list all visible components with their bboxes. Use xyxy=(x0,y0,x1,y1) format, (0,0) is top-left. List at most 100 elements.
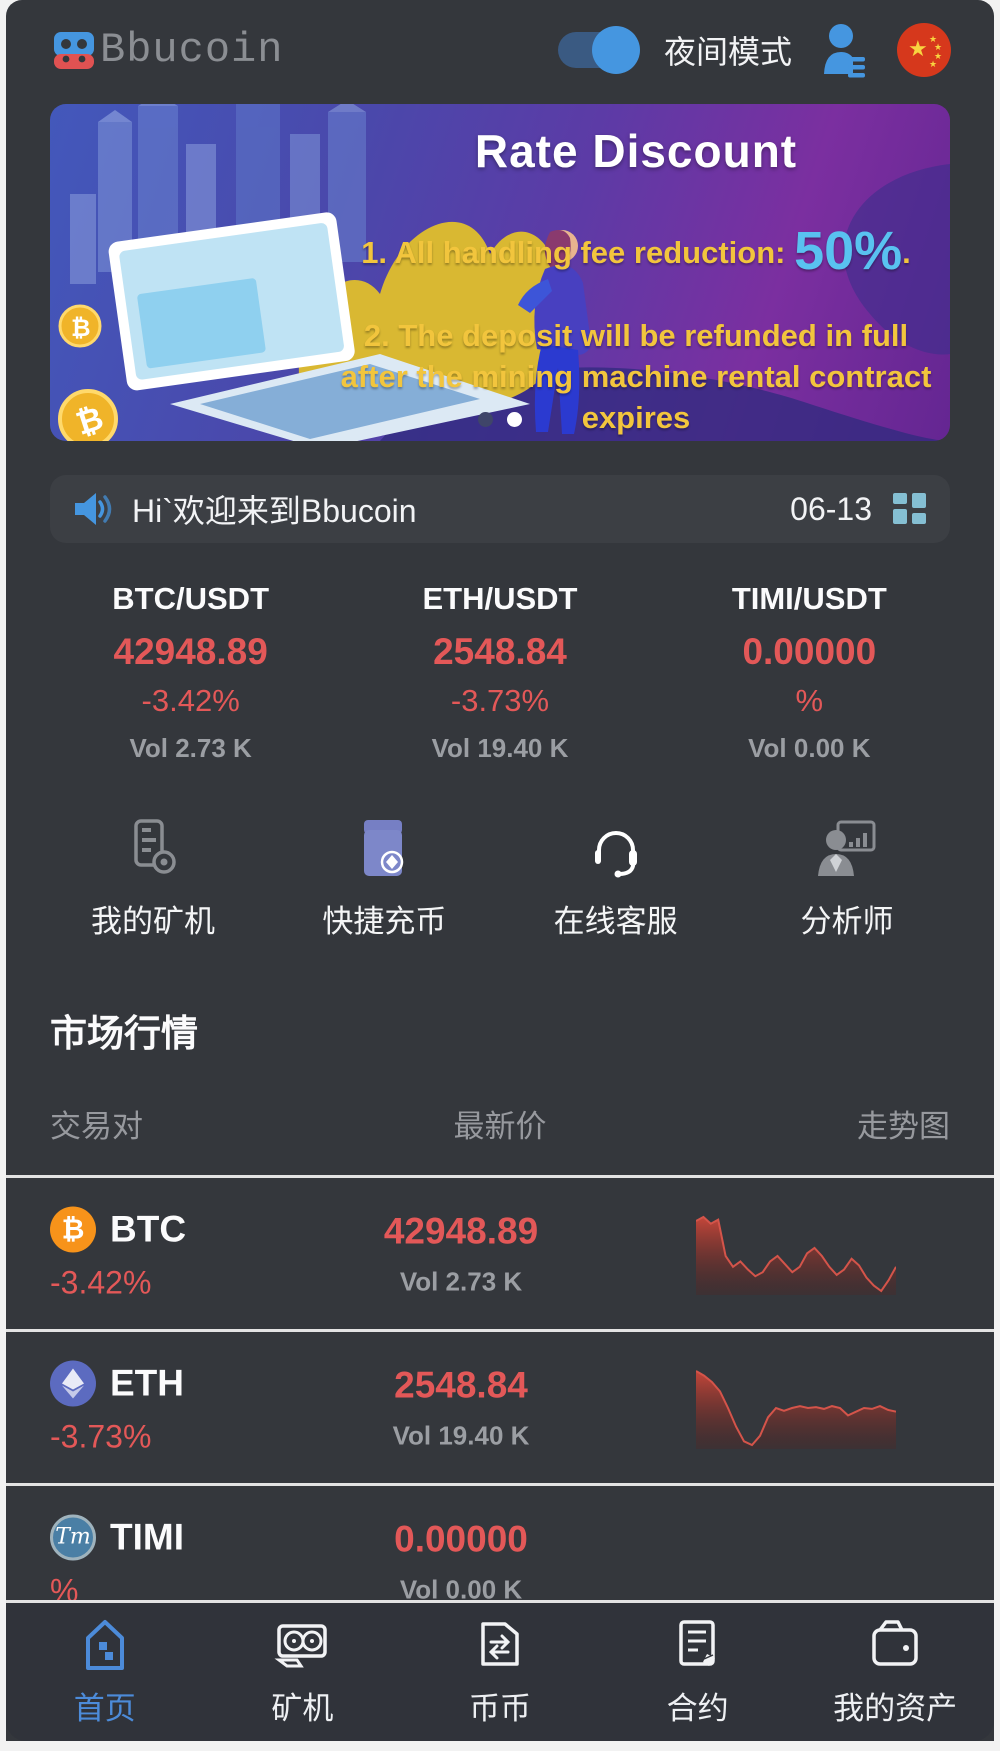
ticker-change: -3.73% xyxy=(450,683,550,718)
bbucoin-logo-icon xyxy=(54,32,94,69)
carousel-dots xyxy=(50,412,950,427)
eth-sparkline-chart xyxy=(696,1369,896,1449)
home-icon xyxy=(85,1619,124,1670)
row-symbol: ETH xyxy=(110,1362,184,1403)
row-symbol: BTC xyxy=(110,1208,187,1249)
tab-home[interactable]: 首页 xyxy=(30,1617,180,1728)
market-row-btc[interactable]: ₿ BTC -3.42% 42948.89 Vol 2.73 K xyxy=(6,1178,994,1332)
column-price: 最新价 xyxy=(453,1109,547,1144)
toggle-knob xyxy=(591,26,640,74)
market-table-header: 交易对 最新价 走势图 xyxy=(50,1101,950,1144)
quick-action-analyst[interactable]: 分析师 xyxy=(762,816,932,941)
bottom-tab-bar: 首页 矿机 xyxy=(6,1600,994,1741)
row-price: 2548.84 xyxy=(394,1364,528,1405)
column-chart: 走势图 xyxy=(857,1109,950,1144)
market-section-title: 市场行情 xyxy=(50,1013,198,1054)
quick-action-label: 我的矿机 xyxy=(91,904,215,939)
tab-label: 矿机 xyxy=(271,1690,334,1726)
header: Bbucoin 夜间模式 ★ ★ ★ ★ ★ xyxy=(6,0,994,100)
mining-rig-icon xyxy=(134,819,176,874)
banner-title: Rate Discount xyxy=(474,125,798,177)
quick-action-label: 在线客服 xyxy=(553,904,678,939)
quick-action-quick-deposit[interactable]: 快捷充币 xyxy=(299,816,469,941)
notice-bar[interactable]: Hi`欢迎来到Bbucoin 06-13 xyxy=(50,475,950,543)
banner-illustration: ₿ ₿ xyxy=(58,104,950,441)
tab-miners[interactable]: 矿机 xyxy=(227,1617,377,1728)
row-symbol: TIMI xyxy=(110,1516,184,1557)
market-row-eth[interactable]: ETH -3.73% 2548.84 Vol 19.40 K xyxy=(6,1332,994,1486)
row-change: -3.73% xyxy=(50,1418,152,1454)
app-screen: Bbucoin 夜间模式 ★ ★ ★ ★ ★ xyxy=(6,0,994,1741)
divider xyxy=(6,1175,994,1178)
timi-coin-icon: Tm xyxy=(50,1514,96,1560)
ticker-price: 42948.89 xyxy=(113,631,268,672)
btc-sparkline-chart xyxy=(696,1215,896,1295)
row-volume: Vol 0.00 K xyxy=(399,1574,523,1604)
market-row-timi[interactable]: Tm TIMI % 0.00000 Vol 0.00 K xyxy=(6,1486,994,1640)
banner-line-1: 1. All handling fee reduction: 50%. xyxy=(361,221,911,281)
svg-text:★: ★ xyxy=(929,34,937,44)
tab-label: 合约 xyxy=(666,1690,729,1726)
ticker-strip: BTC/USDT 42948.89 -3.42% Vol 2.73 K ETH/… xyxy=(36,581,964,764)
headset-icon xyxy=(594,831,637,878)
row-volume: Vol 2.73 K xyxy=(399,1266,523,1296)
svg-text:★: ★ xyxy=(908,36,928,61)
ticker-pair: ETH/USDT xyxy=(422,581,578,616)
notice-text: Hi`欢迎来到Bbucoin xyxy=(132,493,417,529)
row-change: -3.42% xyxy=(50,1264,152,1300)
tab-label: 我的资产 xyxy=(833,1690,958,1726)
user-menu-icon[interactable] xyxy=(820,22,868,78)
notice-date: 06-13 xyxy=(790,490,872,527)
ticker-volume: Vol 0.00 K xyxy=(748,733,871,763)
tab-label: 币币 xyxy=(468,1690,531,1726)
ticker-price: 0.00000 xyxy=(742,631,877,672)
ticker-change: % xyxy=(795,683,824,718)
ticker-pair: TIMI/USDT xyxy=(731,581,887,616)
btc-coin-icon: ₿ xyxy=(50,1206,96,1252)
row-price: 0.00000 xyxy=(394,1518,528,1559)
night-mode-toggle[interactable] xyxy=(557,26,640,74)
wallet-icon xyxy=(872,1619,918,1666)
quick-action-label: 快捷充币 xyxy=(322,904,447,939)
row-volume: Vol 19.40 K xyxy=(392,1420,530,1450)
row-price: 42948.89 xyxy=(383,1210,539,1251)
quick-actions: 我的矿机 快捷充币 xyxy=(68,816,932,941)
banner-discount-value: 50% xyxy=(794,221,903,281)
wallet-deposit-icon xyxy=(364,820,404,876)
carousel-dot-2[interactable] xyxy=(507,412,522,427)
svg-text:★: ★ xyxy=(934,42,942,52)
quick-action-online-support[interactable]: 在线客服 xyxy=(531,816,701,941)
ticker-volume: Vol 2.73 K xyxy=(129,733,252,763)
ticker-eth-usdt[interactable]: ETH/USDT 2548.84 -3.73% Vol 19.40 K xyxy=(345,581,654,764)
tab-label: 首页 xyxy=(73,1690,136,1726)
logo-text: Bbucoin xyxy=(100,26,284,74)
logo[interactable]: Bbucoin xyxy=(50,26,283,74)
banner-line-2: 2. The deposit will be refunded in full … xyxy=(340,318,932,435)
ticker-pair: BTC/USDT xyxy=(112,581,270,616)
banner-copy: Rate Discount 1. All handling fee reduct… xyxy=(332,124,940,439)
svg-text:★: ★ xyxy=(934,51,942,61)
analyst-icon xyxy=(817,820,876,876)
svg-text:₿: ₿ xyxy=(71,315,91,342)
tab-my-assets[interactable]: 我的资产 xyxy=(820,1617,970,1728)
notice-grid-icon[interactable] xyxy=(892,492,928,526)
column-pair: 交易对 xyxy=(50,1109,143,1144)
night-mode-label: 夜间模式 xyxy=(663,34,792,70)
ticker-timi-usdt[interactable]: TIMI/USDT 0.00000 % Vol 0.00 K xyxy=(655,581,964,764)
contract-icon xyxy=(678,1619,715,1666)
china-flag-icon[interactable]: ★ ★ ★ ★ ★ xyxy=(896,22,952,78)
ticker-change: -3.42% xyxy=(141,683,240,718)
speaker-icon xyxy=(75,493,112,525)
promo-banner[interactable]: ₿ ₿ Rate Discount 1. All handling fee re… xyxy=(50,104,950,441)
tab-spot-trade[interactable]: 币币 xyxy=(425,1617,575,1728)
quick-action-label: 分析师 xyxy=(800,904,894,939)
carousel-dot-1[interactable] xyxy=(478,412,493,427)
gpu-icon xyxy=(274,1623,328,1667)
quick-action-my-miners[interactable]: 我的矿机 xyxy=(68,816,238,941)
tab-contracts[interactable]: 合约 xyxy=(623,1617,773,1728)
eth-coin-icon xyxy=(50,1360,96,1406)
ticker-btc-usdt[interactable]: BTC/USDT 42948.89 -3.42% Vol 2.73 K xyxy=(36,581,345,764)
ticker-price: 2548.84 xyxy=(433,631,567,672)
ticker-volume: Vol 19.40 K xyxy=(431,733,569,763)
exchange-icon xyxy=(481,1621,519,1666)
